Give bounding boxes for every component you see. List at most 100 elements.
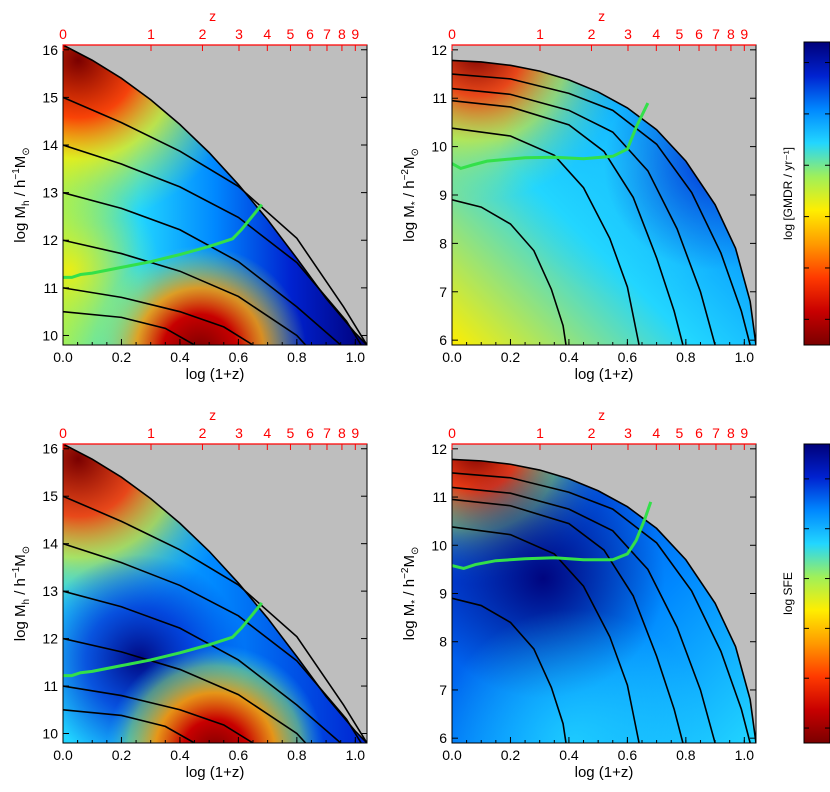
y-tick-label: 16	[42, 441, 58, 457]
redshift-axis-label: z	[209, 407, 216, 423]
z-tick-label: 7	[323, 425, 331, 441]
y-tick-label: 16	[42, 42, 58, 58]
contour-line	[452, 597, 567, 743]
z-tick-label: 4	[263, 425, 271, 441]
colorbar-label: log SFE	[781, 572, 795, 615]
x-axis-label: log (1+z)	[186, 366, 245, 383]
z-tick-label: 0	[448, 425, 456, 441]
colorbar-2: -1-2-3-4-5-6log SFE	[781, 443, 830, 744]
z-tick-label: 2	[199, 26, 207, 42]
x-tick-label: 0.8	[287, 747, 307, 763]
x-tick-label: 0.2	[501, 747, 521, 763]
upper-limit-region	[63, 444, 367, 743]
x-tick-label: 0.6	[618, 747, 638, 763]
x-axis-label: log (1+z)	[186, 764, 245, 781]
z-tick-label: 3	[235, 425, 243, 441]
y-tick-label: 14	[42, 536, 58, 552]
x-tick-label: 0.4	[559, 349, 579, 365]
upper-limit-boundary	[63, 45, 367, 345]
x-tick-label: 0.0	[53, 349, 73, 365]
z-tick-label: 6	[695, 26, 703, 42]
x-tick-label: 0.4	[170, 747, 190, 763]
colorbar-gradient	[803, 443, 830, 744]
x-tick-label: 0.8	[676, 747, 696, 763]
contour-line	[452, 526, 640, 743]
z-tick-label: 3	[624, 425, 632, 441]
contour-line	[63, 495, 367, 743]
z-tick-label: 9	[351, 425, 359, 441]
y-tick-label: 12	[42, 232, 58, 248]
x-tick-label: 1.0	[346, 747, 366, 763]
contour-line	[452, 472, 751, 743]
contour-line	[452, 87, 716, 345]
y-tick-label: 6	[439, 332, 447, 348]
z-tick-label: 8	[338, 425, 346, 441]
z-tick-label: 0	[448, 26, 456, 42]
median-track-line	[63, 203, 263, 279]
y-tick-label: 12	[42, 631, 58, 647]
y-tick-label: 10	[42, 726, 58, 742]
z-tick-label: 2	[588, 26, 596, 42]
contour-line	[63, 637, 307, 743]
contour-line	[452, 498, 684, 743]
z-tick-label: 2	[588, 425, 596, 441]
contour-line	[63, 239, 307, 345]
x-tick-label: 0.0	[442, 747, 462, 763]
contour-line	[63, 685, 254, 743]
y-tick-label: 11	[432, 489, 447, 505]
z-tick-label: 7	[712, 26, 720, 42]
z-tick-label: 9	[740, 425, 748, 441]
z-tick-label: 6	[695, 425, 703, 441]
y-tick-label: 15	[42, 89, 58, 105]
y-tick-label: 9	[439, 586, 447, 602]
median-track-line	[63, 602, 263, 678]
contour-line	[452, 99, 684, 345]
z-tick-label: 5	[287, 425, 295, 441]
y-axis-label: log Mh / h−1M⊙	[11, 147, 32, 242]
contour-line	[63, 144, 362, 345]
x-tick-label: 0.0	[53, 747, 73, 763]
y-tick-label: 14	[42, 137, 58, 153]
x-tick-label: 0.8	[287, 349, 307, 365]
x-tick-label: 1.0	[735, 349, 755, 365]
z-tick-label: 0	[59, 425, 67, 441]
x-tick-label: 0.2	[112, 747, 132, 763]
x-tick-label: 0.4	[170, 349, 190, 365]
median-track-line	[452, 501, 653, 570]
z-tick-label: 5	[676, 425, 684, 441]
contour-line	[452, 127, 640, 345]
z-tick-label: 9	[740, 26, 748, 42]
z-tick-label: 3	[624, 26, 632, 42]
contour-line	[63, 287, 254, 345]
z-tick-label: 4	[652, 425, 660, 441]
y-tick-label: 10	[431, 537, 447, 553]
z-tick-label: 5	[287, 26, 295, 42]
redshift-axis-label: z	[598, 8, 605, 24]
y-tick-label: 11	[432, 90, 447, 106]
x-tick-label: 1.0	[735, 747, 755, 763]
upper-limit-boundary	[452, 458, 756, 743]
y-tick-label: 11	[43, 678, 58, 694]
z-tick-label: 7	[323, 26, 331, 42]
z-tick-label: 8	[727, 425, 735, 441]
upper-limit-region	[452, 444, 756, 743]
contour-line	[452, 73, 751, 345]
z-tick-label: 6	[306, 26, 314, 42]
median-track-line	[452, 102, 650, 171]
z-tick-label: 1	[147, 425, 155, 441]
y-tick-label: 7	[439, 682, 447, 698]
y-tick-label: 8	[439, 634, 447, 650]
z-tick-label: 1	[536, 26, 544, 42]
y-axis-label: log M* / h−2M⊙	[400, 547, 421, 641]
contour-line	[63, 310, 195, 345]
redshift-axis-label: z	[598, 407, 605, 423]
x-tick-label: 0.0	[442, 349, 462, 365]
upper-limit-region	[452, 45, 756, 345]
z-tick-label: 9	[351, 26, 359, 42]
y-tick-label: 7	[439, 284, 447, 300]
contour-line	[63, 96, 367, 345]
colorbar-1: -9-10-11-12-13-14log [GMDR / yr⁻¹]	[781, 41, 830, 346]
